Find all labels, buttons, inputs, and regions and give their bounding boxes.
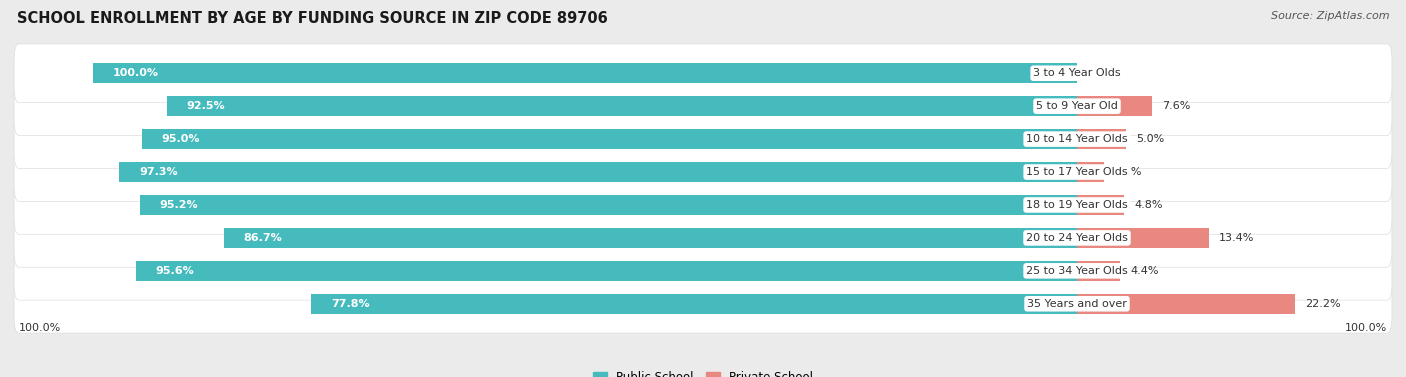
Text: 18 to 19 Year Olds: 18 to 19 Year Olds — [1026, 200, 1128, 210]
Text: 13.4%: 13.4% — [1219, 233, 1254, 243]
Bar — [1077, 162, 1104, 182]
Text: 95.6%: 95.6% — [156, 266, 194, 276]
Text: 92.5%: 92.5% — [186, 101, 225, 111]
Bar — [224, 228, 1077, 248]
Bar — [136, 261, 1077, 281]
FancyBboxPatch shape — [14, 110, 1392, 169]
Bar — [311, 294, 1077, 314]
Text: 86.7%: 86.7% — [243, 233, 283, 243]
FancyBboxPatch shape — [14, 143, 1392, 201]
Text: 4.8%: 4.8% — [1135, 200, 1163, 210]
Bar — [93, 63, 1077, 83]
Text: 0.0%: 0.0% — [1087, 68, 1115, 78]
Text: 95.2%: 95.2% — [160, 200, 198, 210]
Text: SCHOOL ENROLLMENT BY AGE BY FUNDING SOURCE IN ZIP CODE 89706: SCHOOL ENROLLMENT BY AGE BY FUNDING SOUR… — [17, 11, 607, 26]
Text: 20 to 24 Year Olds: 20 to 24 Year Olds — [1026, 233, 1128, 243]
FancyBboxPatch shape — [14, 176, 1392, 234]
Bar — [120, 162, 1077, 182]
Text: 100.0%: 100.0% — [112, 68, 159, 78]
Text: 15 to 17 Year Olds: 15 to 17 Year Olds — [1026, 167, 1128, 177]
FancyBboxPatch shape — [14, 44, 1392, 103]
Text: 100.0%: 100.0% — [18, 323, 62, 334]
FancyBboxPatch shape — [14, 274, 1392, 333]
Bar — [1077, 96, 1152, 116]
Bar — [166, 96, 1077, 116]
Text: 3 to 4 Year Olds: 3 to 4 Year Olds — [1033, 68, 1121, 78]
Text: 97.3%: 97.3% — [139, 167, 177, 177]
Bar — [1077, 228, 1209, 248]
Text: 7.6%: 7.6% — [1161, 101, 1189, 111]
Text: 5.0%: 5.0% — [1136, 134, 1164, 144]
Text: 100.0%: 100.0% — [1344, 323, 1386, 334]
Bar — [1077, 129, 1126, 149]
Bar — [1077, 195, 1125, 215]
Bar — [1077, 261, 1121, 281]
Text: Source: ZipAtlas.com: Source: ZipAtlas.com — [1271, 11, 1389, 21]
FancyBboxPatch shape — [14, 208, 1392, 267]
Text: 5 to 9 Year Old: 5 to 9 Year Old — [1036, 101, 1118, 111]
Text: 95.0%: 95.0% — [162, 134, 200, 144]
Text: 2.7%: 2.7% — [1114, 167, 1142, 177]
Bar — [141, 195, 1077, 215]
Text: 4.4%: 4.4% — [1130, 266, 1159, 276]
Text: 77.8%: 77.8% — [330, 299, 370, 309]
Text: 10 to 14 Year Olds: 10 to 14 Year Olds — [1026, 134, 1128, 144]
FancyBboxPatch shape — [14, 77, 1392, 135]
Bar — [142, 129, 1077, 149]
Legend: Public School, Private School: Public School, Private School — [588, 366, 818, 377]
Text: 35 Years and over: 35 Years and over — [1026, 299, 1128, 309]
Text: 22.2%: 22.2% — [1305, 299, 1341, 309]
Bar — [1077, 294, 1295, 314]
Text: 25 to 34 Year Olds: 25 to 34 Year Olds — [1026, 266, 1128, 276]
FancyBboxPatch shape — [14, 242, 1392, 300]
